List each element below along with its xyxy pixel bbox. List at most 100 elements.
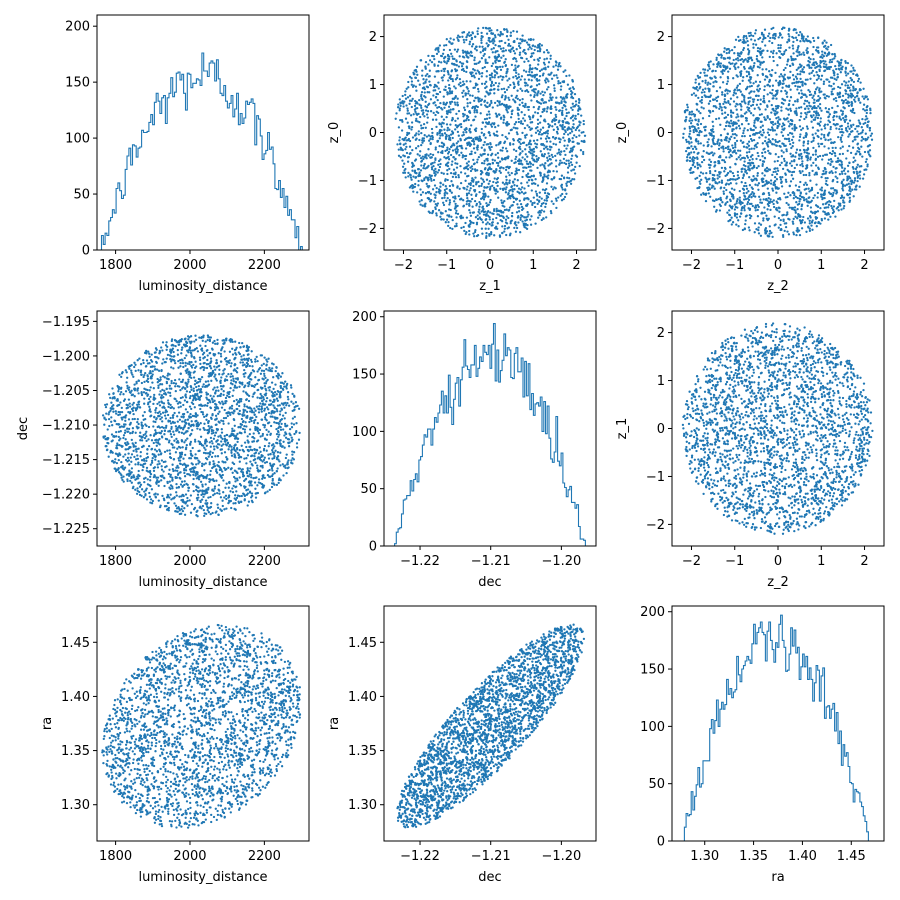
- scatter-point: [456, 97, 459, 100]
- scatter-point: [511, 46, 515, 49]
- scatter-point: [485, 235, 488, 238]
- scatter-point: [399, 104, 402, 108]
- scatter-point: [547, 122, 550, 126]
- scatter-point: [833, 57, 836, 60]
- scatter-point: [460, 198, 463, 201]
- scatter-point: [705, 171, 708, 175]
- scatter-point: [521, 220, 524, 223]
- scatter-point: [465, 127, 468, 131]
- scatter-point: [519, 231, 522, 234]
- scatter-point: [743, 94, 746, 98]
- scatter-point: [422, 122, 426, 126]
- scatter-point: [840, 208, 843, 211]
- scatter-point: [433, 193, 436, 196]
- scatter-point: [717, 147, 721, 151]
- scatter-point: [719, 53, 723, 56]
- scatter-point: [445, 199, 448, 202]
- scatter-point: [430, 127, 434, 131]
- scatter-point: [530, 148, 533, 152]
- scatter-point: [495, 144, 498, 147]
- scatter-point: [547, 85, 550, 89]
- scatter-point: [486, 45, 490, 48]
- scatter-point: [484, 136, 487, 139]
- scatter-point: [747, 190, 750, 193]
- scatter-point: [566, 92, 569, 96]
- scatter-point: [847, 104, 851, 108]
- scatter-point: [537, 107, 540, 111]
- scatter-point: [858, 121, 861, 124]
- scatter-point: [545, 57, 549, 60]
- scatter-point: [728, 57, 731, 60]
- scatter-point: [443, 192, 446, 195]
- scatter-point: [488, 104, 491, 108]
- scatter-point: [492, 132, 496, 135]
- hist-luminosity-distance: 1800 2000 2200050100150200luminosity_dista…: [65, 14, 310, 294]
- scatter-point: [440, 123, 443, 126]
- scatter-point: [856, 94, 859, 98]
- scatter-point: [848, 196, 851, 199]
- scatter-point: [478, 200, 481, 204]
- scatter-point: [723, 47, 726, 50]
- scatter-point: [433, 57, 436, 61]
- scatter-point: [848, 86, 851, 89]
- scatter-point: [527, 213, 530, 216]
- scatter-point: [565, 192, 568, 195]
- scatter-point: [727, 183, 731, 186]
- scatter-point: [818, 69, 821, 73]
- scatter-point: [752, 114, 755, 117]
- scatter-point: [805, 113, 808, 116]
- scatter-point: [482, 153, 485, 156]
- scatter-point: [550, 162, 553, 165]
- scatter-point: [482, 207, 485, 211]
- scatter-point: [448, 203, 451, 206]
- scatter-point: [571, 108, 574, 112]
- scatter-point: [437, 151, 440, 154]
- scatter-point: [505, 215, 508, 218]
- scatter-point: [764, 232, 768, 235]
- scatter-point: [509, 50, 512, 53]
- scatter-point: [407, 132, 410, 135]
- scatter-point: [749, 155, 753, 158]
- scatter-point: [689, 168, 692, 171]
- scatter-point: [468, 40, 472, 43]
- scatter-point: [507, 226, 511, 229]
- scatter-point: [477, 71, 481, 74]
- scatter-point: [442, 95, 445, 98]
- scatter-point: [480, 146, 483, 149]
- scatter-point: [754, 43, 758, 46]
- scatter-point: [779, 44, 782, 47]
- scatter-point: [803, 151, 806, 154]
- scatter-point: [473, 188, 476, 192]
- scatter-point: [523, 134, 527, 137]
- scatter-point: [544, 66, 547, 69]
- scatter-point: [487, 173, 490, 177]
- scatter-point: [798, 185, 801, 189]
- scatter-point: [693, 113, 697, 117]
- scatter-point: [794, 195, 798, 199]
- scatter-point: [703, 71, 706, 74]
- scatter-point: [466, 87, 469, 90]
- scatter-point: [454, 162, 457, 165]
- scatter-point: [765, 179, 768, 183]
- scatter-point: [745, 187, 749, 190]
- scatter-point: [569, 131, 572, 135]
- scatter-point: [414, 76, 418, 80]
- scatter-point: [731, 221, 735, 224]
- scatter-point: [414, 176, 417, 179]
- scatter-point: [419, 169, 423, 172]
- scatter-point: [499, 166, 502, 169]
- scatter-point: [512, 139, 516, 142]
- scatter-point: [848, 186, 851, 189]
- scatter-point: [700, 98, 703, 102]
- scatter-point: [840, 128, 844, 131]
- scatter-point: [426, 72, 429, 76]
- scatter-point: [782, 77, 786, 81]
- scatter-point: [558, 162, 562, 165]
- scatter-point: [711, 184, 714, 187]
- scatter-point: [694, 81, 697, 84]
- scatter-point: [477, 27, 480, 30]
- scatter-point: [561, 113, 564, 117]
- scatter-point: [504, 191, 508, 194]
- scatter-point: [742, 60, 745, 63]
- scatter-point: [469, 34, 473, 37]
